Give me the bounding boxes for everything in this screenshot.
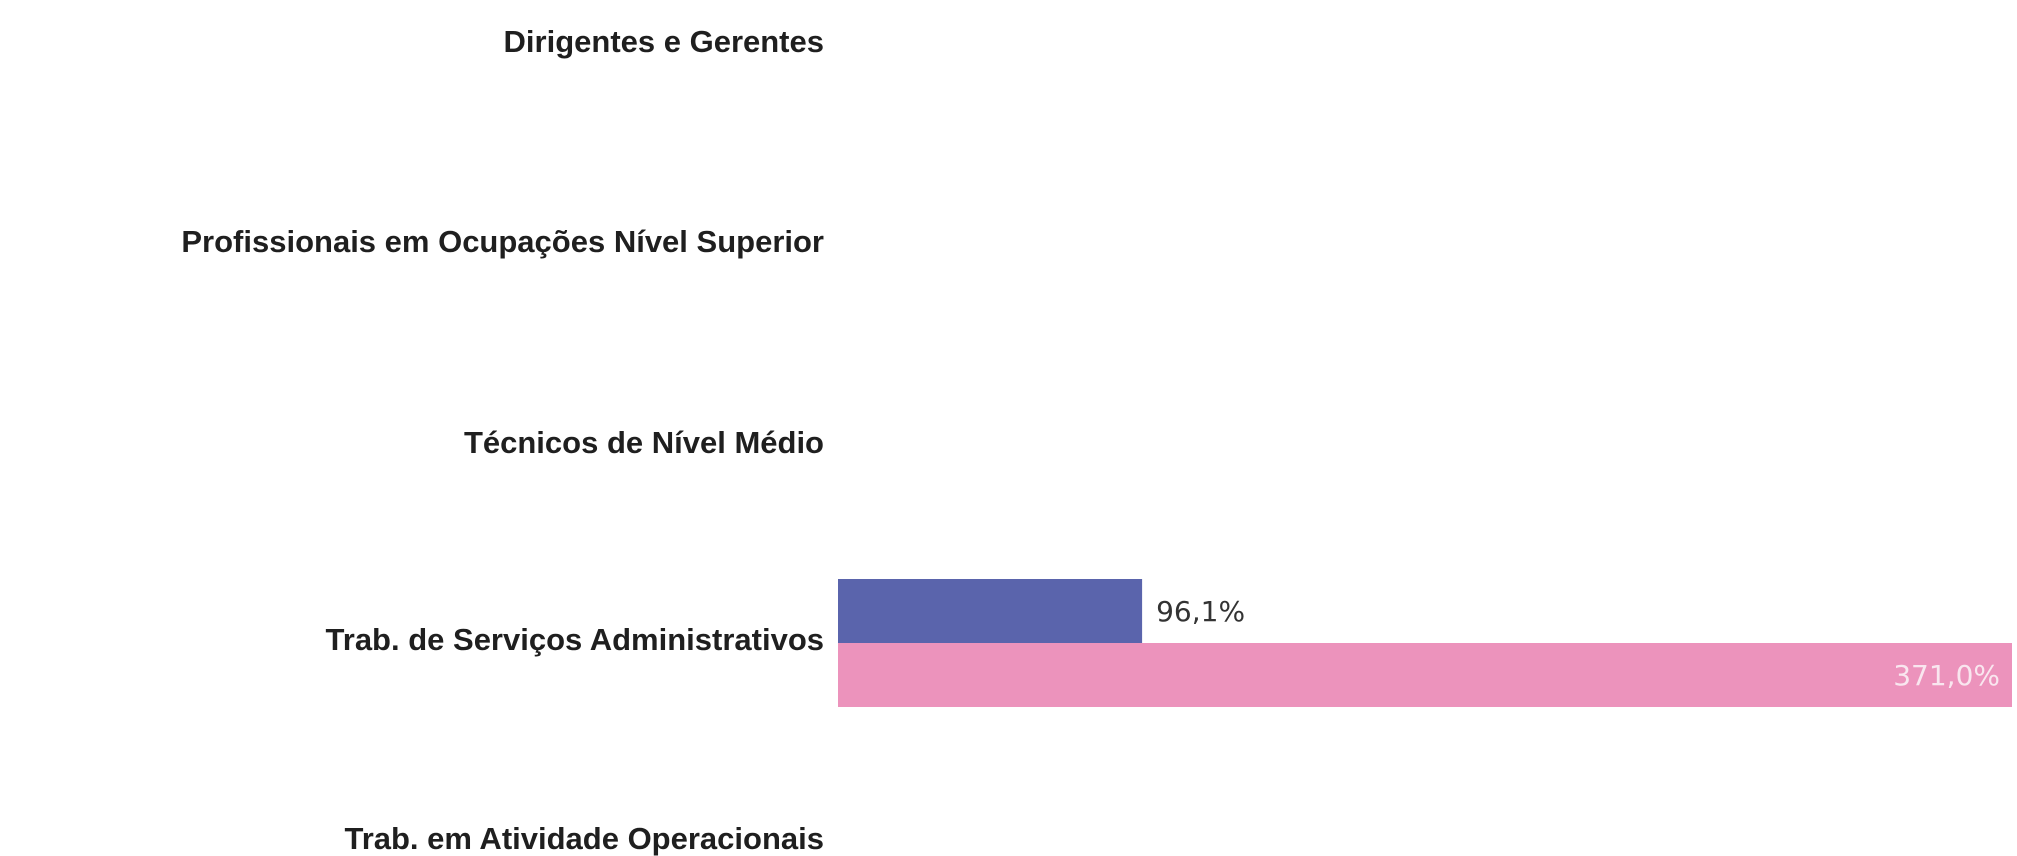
- bar-series-0-3: [838, 579, 1143, 643]
- bar-series-1-3: [838, 643, 2012, 707]
- data-label-1-3: 371,0%: [1893, 659, 2000, 692]
- category-label: Trab. de Serviços Administrativos: [325, 622, 824, 657]
- category-label: Trab. em Atividade Operacionais: [344, 821, 824, 856]
- category-label: Dirigentes e Gerentes: [503, 24, 824, 59]
- category-label: Técnicos de Nível Médio: [463, 425, 824, 460]
- data-label-0-3: 96,1%: [1156, 595, 1245, 628]
- category-label: Profissionais em Ocupações Nível Superio…: [181, 224, 824, 259]
